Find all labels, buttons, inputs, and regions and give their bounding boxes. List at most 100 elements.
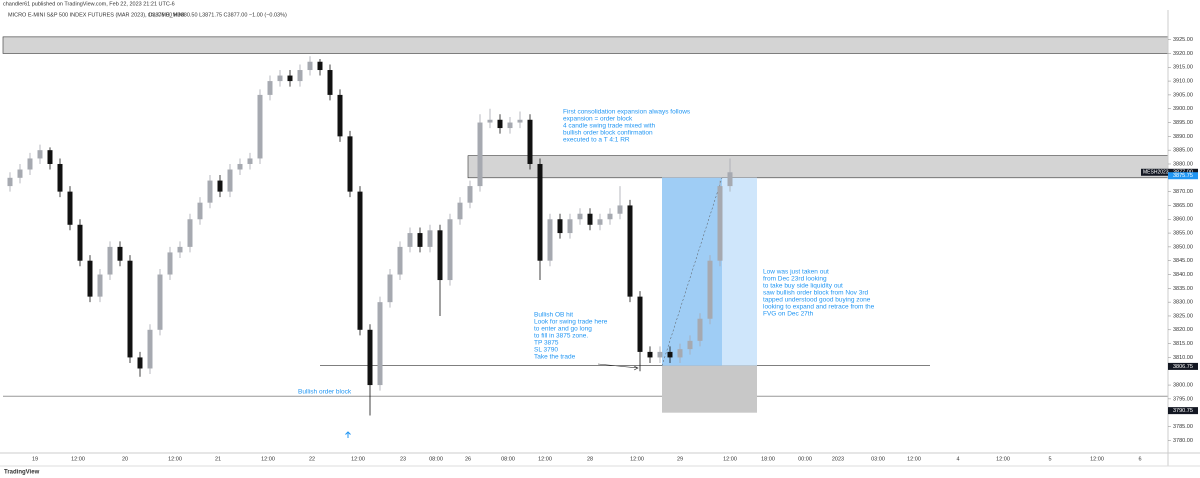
candle-body bbox=[177, 246, 183, 253]
x-tick-label: 08:00 bbox=[501, 456, 515, 462]
annotation: Bullish order block bbox=[298, 389, 352, 396]
price-tag-label: 3875.75 bbox=[1173, 173, 1193, 179]
brand: TradingView bbox=[4, 470, 40, 476]
y-tick-label: 3785.00 bbox=[1173, 424, 1193, 430]
candle-body bbox=[37, 150, 43, 159]
x-tick-label: 12:00 bbox=[630, 456, 644, 462]
price-tag bbox=[1168, 407, 1198, 415]
y-tick-label: 3850.00 bbox=[1173, 244, 1193, 250]
price-tag bbox=[1168, 172, 1198, 180]
annotation: SL 3790 bbox=[534, 347, 558, 354]
candle-body bbox=[67, 191, 73, 225]
candle-body bbox=[597, 219, 603, 225]
x-tick-label: 4 bbox=[956, 456, 959, 462]
candle-body bbox=[207, 180, 213, 203]
price-tag bbox=[1168, 362, 1198, 370]
candle-body bbox=[167, 252, 173, 275]
candle-body bbox=[247, 158, 253, 164]
y-tick-label: 3900.00 bbox=[1173, 106, 1193, 112]
candle-body bbox=[57, 163, 63, 192]
candle-body bbox=[727, 172, 733, 187]
y-tick-label: 3890.00 bbox=[1173, 134, 1193, 140]
supply-zone bbox=[2, 36, 1169, 54]
candle-body bbox=[157, 274, 163, 330]
legend: MICRO E-MINI S&P 500 INDEX FUTURES (MAR … bbox=[8, 12, 185, 18]
annotation: Look for swing trade here bbox=[534, 319, 608, 326]
candle-body bbox=[317, 61, 323, 71]
candle-body bbox=[517, 119, 523, 123]
y-tick-label: 3905.00 bbox=[1173, 92, 1193, 98]
x-tick-label: 20 bbox=[122, 456, 128, 462]
annotation: from Dec 23rd looking bbox=[763, 276, 827, 283]
y-tick-label: 3830.00 bbox=[1173, 300, 1193, 306]
ohlc: O3876.00 H3880.50 L3871.75 C3877.00 −1.0… bbox=[148, 12, 287, 18]
annotation: Bullish OB hit bbox=[534, 312, 573, 319]
header: chandler61 published on TradingView.com,… bbox=[3, 1, 175, 7]
candle-body bbox=[427, 230, 433, 247]
y-tick-label: 3855.00 bbox=[1173, 231, 1193, 237]
candle-body bbox=[137, 357, 143, 369]
candle-body bbox=[677, 349, 683, 358]
x-tick-label: 18:00 bbox=[761, 456, 775, 462]
x-tick-label: 21 bbox=[215, 456, 221, 462]
x-tick-label: 12:00 bbox=[351, 456, 365, 462]
candle-body bbox=[447, 219, 453, 281]
annotation: saw bullish order block from Nov 3rd bbox=[763, 290, 869, 297]
candle-body bbox=[237, 163, 243, 170]
y-tick-label: 3910.00 bbox=[1173, 79, 1193, 85]
x-tick-label: 28 bbox=[587, 456, 593, 462]
annotation: executed to a T 4:1 RR bbox=[563, 137, 630, 144]
candle-body bbox=[377, 302, 383, 386]
y-tick-label: 3815.00 bbox=[1173, 341, 1193, 347]
candle-body bbox=[557, 219, 563, 234]
candle-body bbox=[357, 191, 363, 330]
x-tick-label: 12:00 bbox=[538, 456, 552, 462]
candle-body bbox=[417, 233, 423, 247]
candle-body bbox=[487, 119, 493, 123]
x-tick-label: 12:00 bbox=[996, 456, 1010, 462]
candle-body bbox=[647, 351, 653, 358]
candle-body bbox=[497, 119, 503, 129]
candle-body bbox=[407, 233, 413, 247]
annotation: to enter and go long bbox=[534, 326, 592, 333]
candle-body bbox=[547, 219, 553, 261]
candle-body bbox=[687, 340, 693, 350]
annotation: TP 3875 bbox=[534, 340, 559, 347]
candle-body bbox=[507, 122, 513, 129]
annotation: expansion = order block bbox=[563, 116, 633, 123]
y-tick-label: 3865.00 bbox=[1173, 203, 1193, 209]
pointer-arrow bbox=[597, 363, 639, 371]
candle-body bbox=[327, 70, 333, 95]
candle-body bbox=[627, 205, 633, 297]
candle-body bbox=[197, 202, 203, 220]
price-tag-label: 3806.75 bbox=[1173, 364, 1193, 370]
x-tick-label: 12:00 bbox=[261, 456, 275, 462]
candle-body bbox=[87, 260, 93, 297]
annotation: looking to expand and retrace from the bbox=[763, 304, 875, 311]
annotation: bullish order block confirmation bbox=[563, 130, 653, 137]
candle-body bbox=[47, 150, 53, 164]
x-tick-label: 22 bbox=[309, 456, 315, 462]
candle-body bbox=[307, 61, 313, 71]
y-tick-label: 3800.00 bbox=[1173, 383, 1193, 389]
trade-path bbox=[661, 177, 723, 366]
symbol-tag-label: MESH2023 bbox=[1143, 170, 1169, 176]
price-tag-label: 3790.75 bbox=[1173, 408, 1193, 414]
y-tick-label: 3810.00 bbox=[1173, 355, 1193, 361]
candle-body bbox=[697, 318, 703, 341]
y-tick-label: 3840.00 bbox=[1173, 272, 1193, 278]
candle-body bbox=[297, 70, 303, 82]
candle-body bbox=[477, 122, 483, 187]
annotation: Take the trade bbox=[534, 354, 576, 361]
annotation: to fill in 3875 zone. bbox=[534, 333, 588, 340]
candle-body bbox=[657, 351, 663, 358]
candle-body bbox=[97, 274, 103, 297]
y-tick-label: 3925.00 bbox=[1173, 37, 1193, 43]
y-tick-label: 3835.00 bbox=[1173, 286, 1193, 292]
y-tick-label: 3820.00 bbox=[1173, 327, 1193, 333]
candle-body bbox=[147, 329, 153, 369]
candle-body bbox=[717, 186, 723, 261]
y-tick-label: 3825.00 bbox=[1173, 313, 1193, 319]
x-tick-label: 12:00 bbox=[71, 456, 85, 462]
